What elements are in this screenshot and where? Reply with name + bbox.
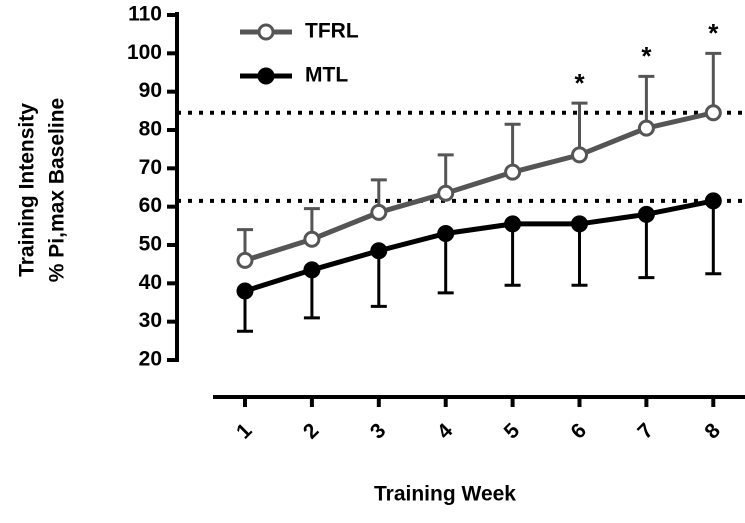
marker bbox=[504, 215, 522, 233]
x-tick-label: 4 bbox=[433, 419, 458, 444]
error-bar bbox=[638, 74, 655, 129]
marker bbox=[571, 146, 588, 164]
error-bar bbox=[571, 101, 588, 155]
error-bar bbox=[370, 250, 387, 308]
x-tick-label: 6 bbox=[567, 419, 592, 444]
marker bbox=[437, 225, 455, 242]
y-tick-label: 20 bbox=[139, 348, 162, 371]
legend-label: TFRL bbox=[305, 20, 359, 43]
marker bbox=[504, 163, 522, 181]
y-axis-label: Training Intensity % Pi,max Baseline bbox=[16, 98, 69, 282]
y-tick-label: 40 bbox=[139, 271, 162, 294]
y-tick-label: 30 bbox=[139, 309, 162, 332]
y-tick-label: 90 bbox=[139, 79, 162, 102]
error-bar bbox=[705, 200, 722, 276]
error-bar bbox=[571, 223, 588, 287]
marker bbox=[236, 251, 254, 269]
series-line bbox=[244, 110, 714, 263]
marker bbox=[437, 184, 455, 202]
y-tick-label: 100 bbox=[127, 41, 162, 64]
x-axis-label: Training Week bbox=[374, 483, 516, 506]
y-tick-label: 70 bbox=[139, 156, 162, 179]
y-tick-label: 80 bbox=[139, 118, 162, 141]
x-tick-label: 7 bbox=[633, 419, 658, 444]
error-bar bbox=[705, 51, 722, 113]
marker bbox=[303, 230, 321, 248]
series-line bbox=[244, 198, 714, 294]
x-tick-label: 8 bbox=[700, 419, 725, 444]
y-tick-label: 60 bbox=[139, 194, 162, 217]
annotation: * bbox=[574, 68, 585, 98]
marker bbox=[571, 215, 588, 233]
marker bbox=[370, 203, 388, 221]
marker bbox=[637, 205, 655, 223]
y-tick-label: 110 bbox=[128, 3, 162, 26]
x-tick-label: 1 bbox=[232, 419, 257, 444]
marker bbox=[303, 261, 321, 279]
legend-label: MTL bbox=[305, 64, 348, 87]
marker bbox=[370, 242, 388, 260]
y-label-line: % Pi,max Baseline bbox=[46, 98, 69, 282]
error-bar bbox=[437, 233, 454, 295]
marker bbox=[637, 119, 655, 137]
legend-marker bbox=[257, 67, 275, 85]
y-tick-label: 50 bbox=[139, 233, 162, 256]
error-bar bbox=[504, 223, 521, 287]
marker bbox=[236, 282, 254, 300]
y-label-line: Training Intensity bbox=[16, 103, 39, 277]
x-tick-label: 3 bbox=[366, 419, 391, 444]
annotation: * bbox=[708, 18, 719, 48]
marker bbox=[704, 192, 722, 210]
error-bar bbox=[638, 214, 655, 280]
annotation: * bbox=[641, 41, 652, 71]
legend-marker bbox=[257, 23, 275, 41]
x-tick-label: 5 bbox=[500, 419, 525, 444]
marker bbox=[704, 104, 722, 122]
x-tick-label: 2 bbox=[299, 419, 324, 444]
